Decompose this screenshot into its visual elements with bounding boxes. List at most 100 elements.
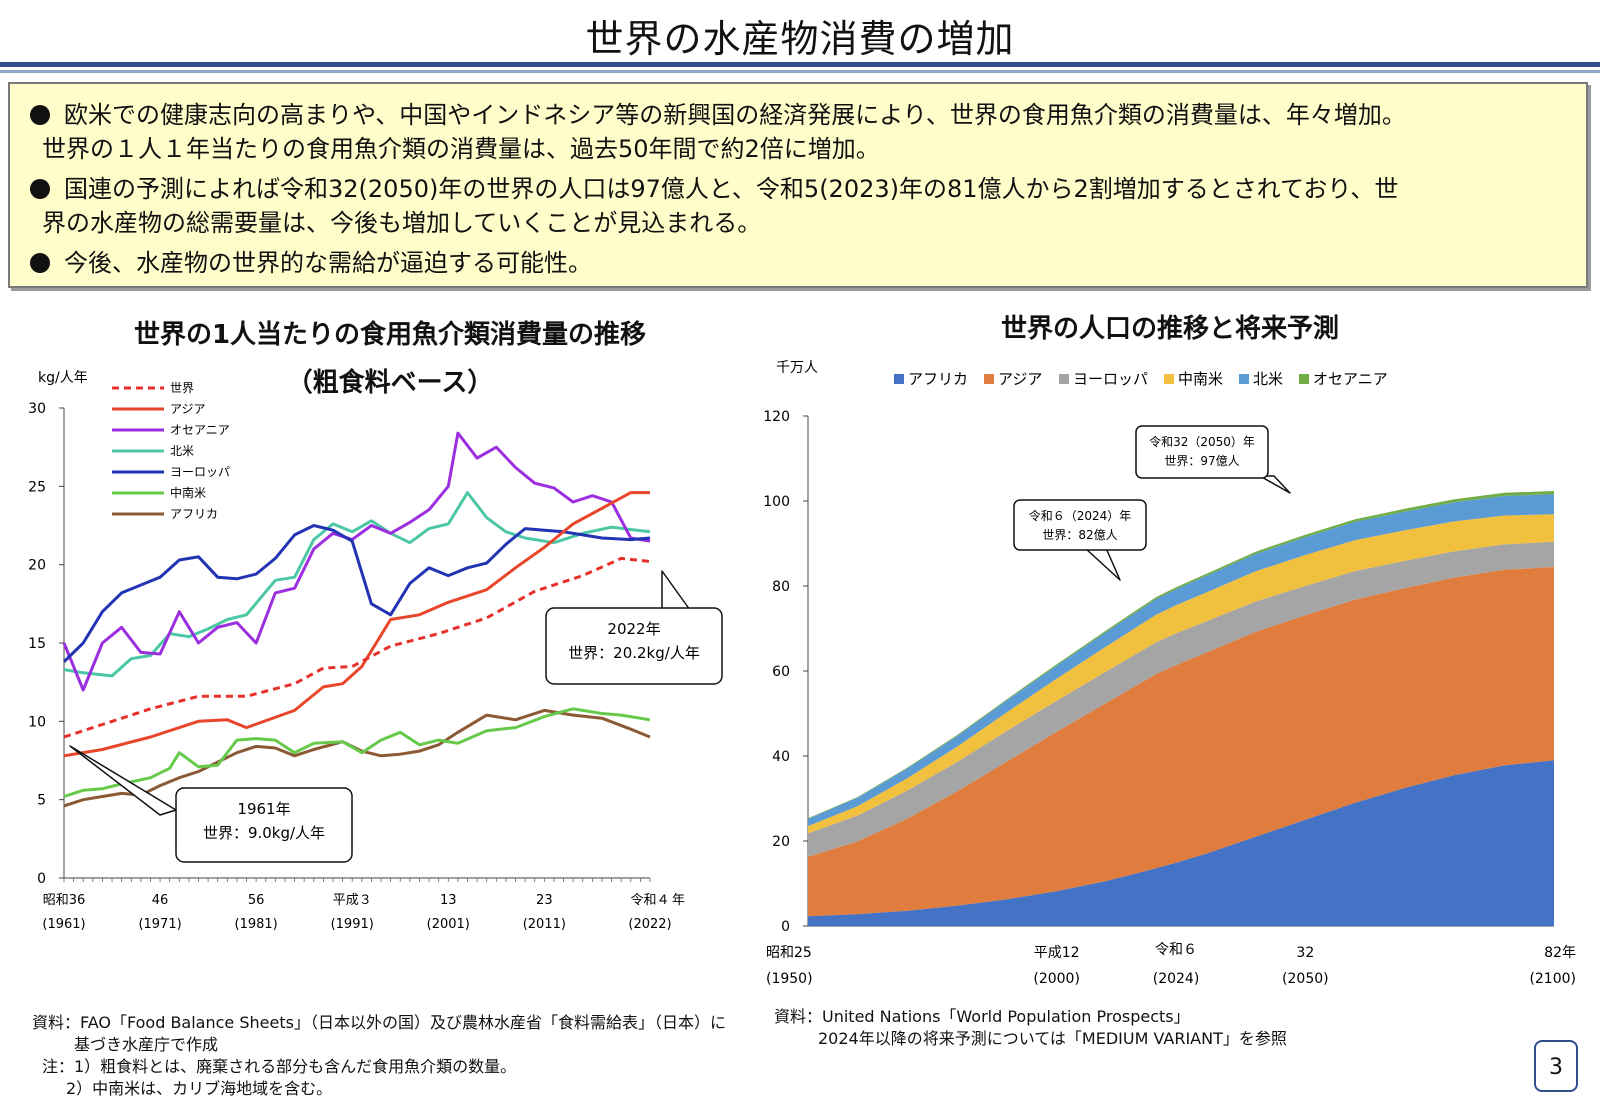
bullet-text-cont: 世界の１人１年当たりの食用魚介類の消費量は、過去50年間で約2倍に増加。 xyxy=(42,135,880,163)
page-title: 世界の水産物消費の増加 xyxy=(585,17,1015,61)
series-line-oceania xyxy=(62,431,651,692)
callout-pointer-2024 xyxy=(1084,547,1121,581)
legend-label-northam: 北米 xyxy=(170,444,194,458)
x-tick-label: 平成３ xyxy=(333,893,372,908)
x-tick-sublabel: (2022) xyxy=(628,917,671,932)
legend-label-asia: アジア xyxy=(170,402,206,416)
y-tick-label: 30 xyxy=(28,401,46,417)
y-tick-label: 80 xyxy=(772,579,790,595)
world-population-chart: 千万人 0 20 40 60 80 100 120 昭和25 (1950) 平成12 (2000) 令和… xyxy=(763,360,1576,987)
left-chart-subtitle: （粗食料ベース） xyxy=(286,368,494,398)
callout-pointer-1961 xyxy=(69,745,177,816)
series-line-europe xyxy=(62,524,651,663)
source-line: 資料：FAO「Food Balance Sheets」（日本以外の国）及び農林水… xyxy=(32,1013,726,1032)
series-line-africa xyxy=(63,708,651,808)
x-tick-label: 56 xyxy=(248,893,265,908)
legend-swatch-p_europe xyxy=(1059,374,1069,384)
x-tick-sublabel: (1991) xyxy=(331,917,374,932)
y-tick-label: 60 xyxy=(772,664,790,680)
legend-label-p_asia: アジア xyxy=(998,370,1042,388)
callout-box-2022 xyxy=(545,607,723,685)
y-axis-label: 千万人 xyxy=(776,360,818,376)
area-p_asia xyxy=(808,566,1554,917)
bullet-dot-icon xyxy=(30,179,50,199)
area-p_africa xyxy=(808,760,1554,926)
legend-label-p_northam: 北米 xyxy=(1253,370,1283,388)
legend-label-oceania: オセアニア xyxy=(170,423,230,437)
legend-swatch-p_asia xyxy=(984,374,994,384)
legend-label-p_africa: アフリカ xyxy=(908,370,968,388)
fish-consumption-chart: kg/人年 0 5 10 15 20 25 30 昭和36 (1961) 46 (1971) 56 (19… xyxy=(28,370,723,932)
legend-label-p_europe: ヨーロッパ xyxy=(1073,370,1148,388)
y-tick-label: 0 xyxy=(781,919,790,935)
callout-box-2050 xyxy=(1135,425,1269,479)
callout-box-1961 xyxy=(175,787,353,863)
bullet-1: 欧米での健康志向の高まりや、中国やインドネシア等の新興国の経済発展により、世界の… xyxy=(30,98,1568,166)
callout-1961-line1: 1961年 xyxy=(237,800,290,818)
y-tick-label: 20 xyxy=(28,558,46,574)
page-number: 3 xyxy=(1534,1040,1578,1092)
x-tick-label: 令和６ xyxy=(1155,942,1197,958)
source-line: 2024年以降の将来予測については「MEDIUM VARIANT」を参照 xyxy=(818,1029,1287,1048)
y-tick-label: 15 xyxy=(28,636,46,652)
x-tick-sublabel: (2000) xyxy=(1033,971,1080,987)
y-tick-label: 20 xyxy=(772,834,790,850)
callout-2022-line1: 2022年 xyxy=(607,620,660,638)
x-tick-sublabel: (1950) xyxy=(766,971,813,987)
source-line: 基づき水産庁で作成 xyxy=(74,1035,219,1054)
x-tick-sublabel: (1981) xyxy=(235,917,278,932)
x-tick-label: 13 xyxy=(440,893,457,908)
source-line: 資料：United Nations「World Population Prosp… xyxy=(774,1007,1190,1026)
series-line-latam xyxy=(63,707,651,798)
note-line: 注：1）粗食料とは、廃棄される部分も含んだ食用魚介類の数量。 xyxy=(42,1057,517,1076)
bullet-3: 今後、水産物の世界的な需給が逼迫する可能性。 xyxy=(30,246,1568,280)
x-tick-label: 82年 xyxy=(1544,945,1576,961)
legend-swatch-p_africa xyxy=(894,374,904,384)
x-tick-label: 令和４ xyxy=(630,893,669,908)
y-tick-label: 100 xyxy=(763,494,790,510)
legend-swatch-p_latam xyxy=(1164,374,1174,384)
legend-label-world: 世界 xyxy=(170,381,194,395)
x-tick-sublabel: (2024) xyxy=(1153,971,1200,987)
bullet-text-cont: 界の水産物の総需要量は、今後も増加していくことが見込まれる。 xyxy=(42,209,762,237)
y-axis-label: kg/人年 xyxy=(38,370,88,386)
callout-2022-line2: 世界：20.2kg/人年 xyxy=(568,644,700,662)
bullet-text: 国連の予測によれば令和32(2050)年の世界の人口は97億人と、令和5(202… xyxy=(64,175,1399,203)
legend-label-p_latam: 中南米 xyxy=(1178,370,1223,388)
title-rule xyxy=(0,62,1600,67)
summary-box: 欧米での健康志向の高まりや、中国やインドネシア等の新興国の経済発展により、世界の… xyxy=(8,82,1588,288)
legend-label-africa: アフリカ xyxy=(170,507,218,521)
bullet-dot-icon xyxy=(30,253,50,273)
y-tick-label: 10 xyxy=(28,714,46,730)
bullet-text: 今後、水産物の世界的な需給が逼迫する可能性。 xyxy=(64,249,592,277)
bullet-dot-icon xyxy=(30,105,50,125)
bullet-2: 国連の予測によれば令和32(2050)年の世界の人口は97億人と、令和5(202… xyxy=(30,172,1568,240)
x-tick-sublabel: (2011) xyxy=(523,917,566,932)
area-p_latam xyxy=(808,514,1554,834)
callout-2024-line1: 令和６（2024）年 xyxy=(1029,508,1132,523)
x-tick-sublabel: (2001) xyxy=(427,917,470,932)
legend-swatch-p_oceania xyxy=(1299,374,1309,384)
x-tick-sublabel: (2050) xyxy=(1282,971,1329,987)
x-tick-sublabel: (1961) xyxy=(42,917,85,932)
left-source-note: 資料：FAO「Food Balance Sheets」（日本以外の国）及び農林水… xyxy=(32,1012,726,1100)
area-p_europe xyxy=(808,541,1554,857)
right-source-note: 資料：United Nations「World Population Prosp… xyxy=(774,1006,1287,1050)
series-line-asia xyxy=(63,491,650,758)
x-tick-label: 平成12 xyxy=(1034,945,1080,961)
y-tick-label: 0 xyxy=(37,871,46,887)
x-tick-sublabel: (2100) xyxy=(1529,971,1576,987)
callout-1961-line2: 世界：9.0kg/人年 xyxy=(203,824,325,842)
x-tick-label: 32 xyxy=(1296,945,1314,961)
left-chart-title: 世界の1人当たりの食用魚介類消費量の推移 xyxy=(133,320,647,350)
right-chart-title: 世界の人口の推移と将来予測 xyxy=(1000,314,1339,344)
legend-label-latam: 中南米 xyxy=(170,485,206,500)
bullet-text: 欧米での健康志向の高まりや、中国やインドネシア等の新興国の経済発展により、世界の… xyxy=(64,101,1406,129)
x-axis-unit: 年 xyxy=(672,893,685,908)
y-tick-label: 5 xyxy=(37,793,46,809)
callout-pointer-2050 xyxy=(1259,475,1291,494)
x-tick-label: 昭和25 xyxy=(766,945,812,961)
x-tick-label: 23 xyxy=(536,893,553,908)
legend-swatch-p_northam xyxy=(1239,374,1249,384)
callout-2050-line2: 世界：97億人 xyxy=(1164,454,1239,468)
